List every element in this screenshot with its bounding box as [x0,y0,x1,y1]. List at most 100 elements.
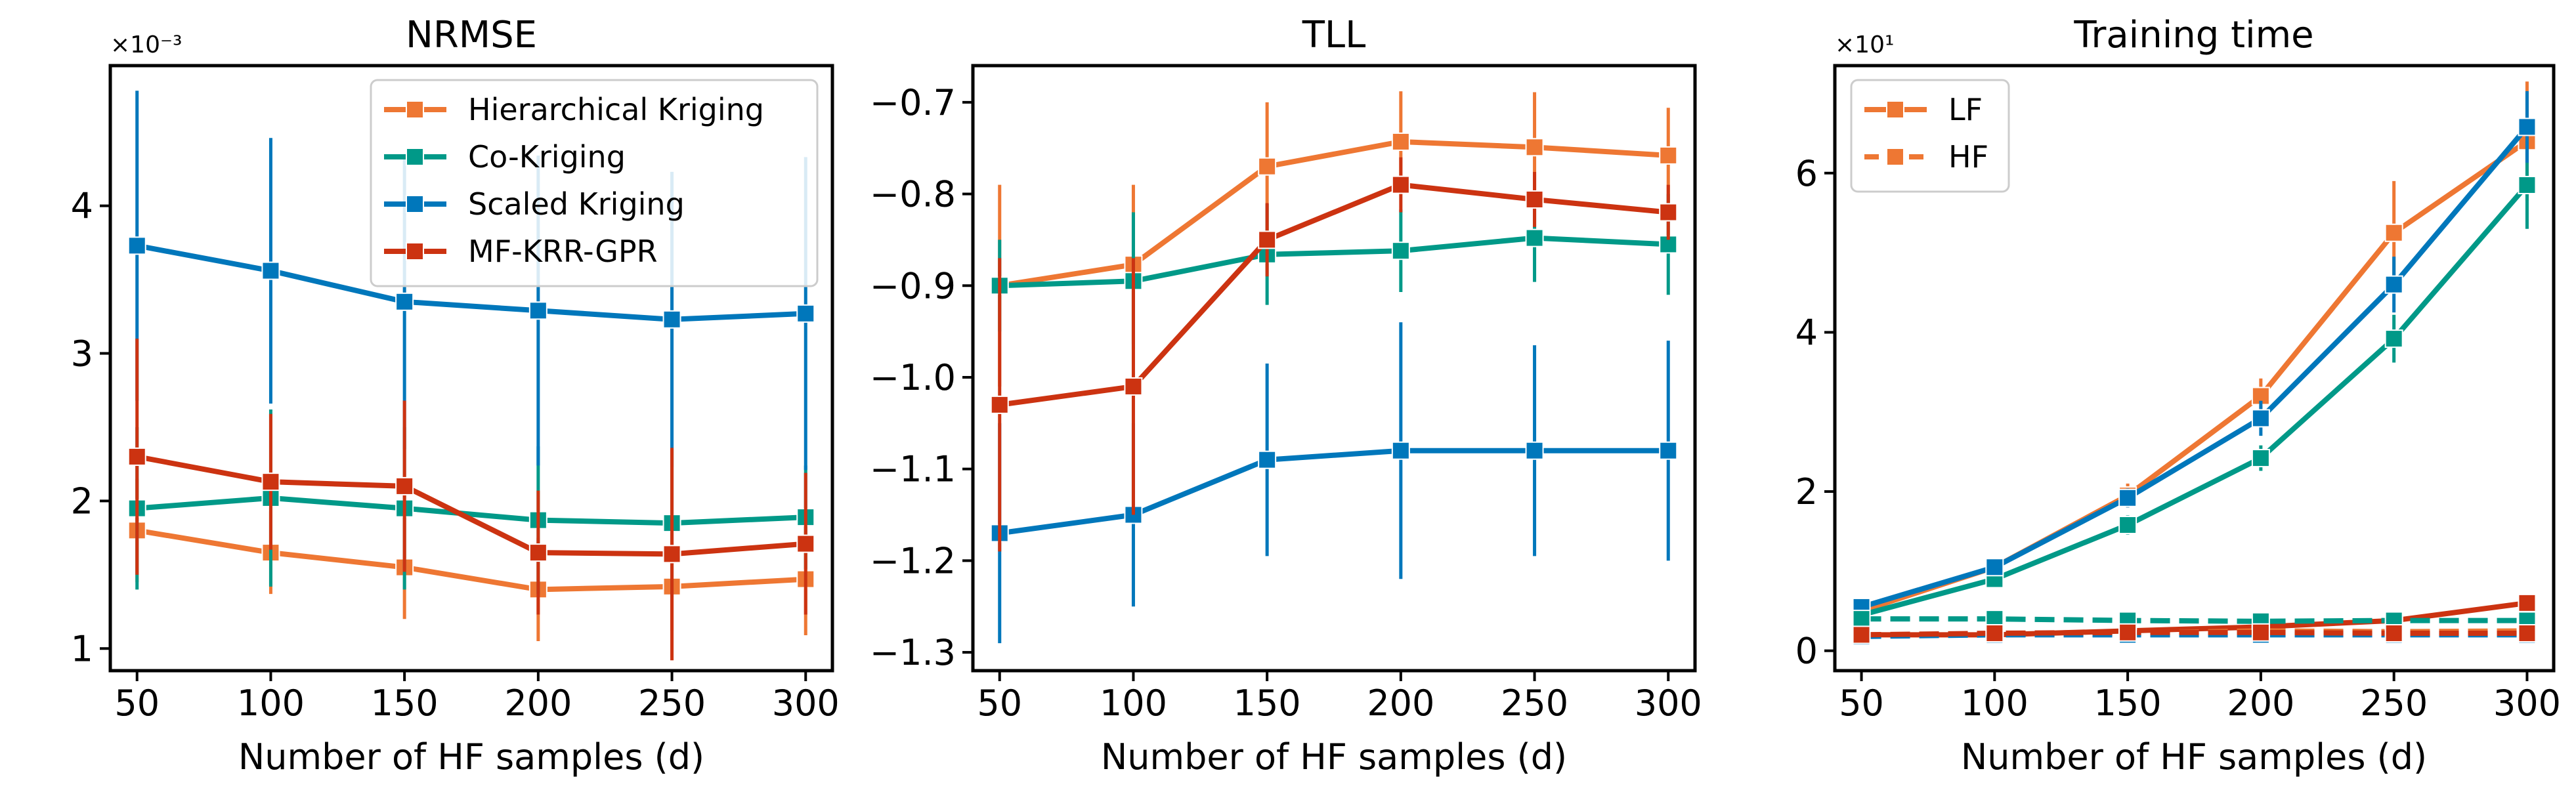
chart-title: TLL [1302,14,1366,56]
x-axis-label: Number of HF samples (d) [1101,736,1567,778]
series-solid-2 [1852,91,2537,616]
x-tick-label: 300 [772,682,840,724]
x-tick-label: 100 [1100,682,1167,724]
legend-label: Co-Kriging [468,139,626,175]
y-tick-label: −0.7 [870,82,956,123]
panel-nrmse: NRMSE ×10⁻³ 50 100 150 200 250 300 1 2 3 4 Number… [71,14,840,778]
y-tick-label: −0.9 [870,265,956,306]
x-tick-label: 50 [1839,682,1884,724]
legend-marker [1886,100,1904,119]
data-point [2518,175,2537,194]
data-point [1258,157,1277,176]
data-point [261,472,280,492]
legend-label: Scaled Kriging [468,186,685,222]
axis-ticks: 50 100 150 200 250 300 0 2 4 6 [1795,153,2561,724]
data-point [261,261,280,280]
y-tick-label: 2 [1795,471,1818,513]
data-point [528,543,547,562]
series-dashed-5 [1852,610,2537,631]
series-line [999,182,1669,408]
data-point [1985,558,2004,577]
x-tick-label: 200 [504,682,572,724]
data-point [990,395,1009,414]
legend-label: Hierarchical Kriging [468,92,764,127]
series-line [137,243,806,322]
y-tick-label: −1.1 [870,449,956,490]
legend: LF HF [1850,79,2010,193]
data-point [1391,241,1410,261]
data-point [395,292,414,311]
x-tick-label: 150 [2094,682,2162,724]
legend-box [1850,79,2010,193]
series-line [1861,616,2527,624]
legend-marker [406,148,424,166]
legend-label: HF [1948,139,1988,175]
data-point [2384,623,2403,642]
legend-item: LF [1864,92,1983,127]
y-tick-label: 3 [71,333,93,375]
y-tick-label: 1 [71,628,93,669]
data-point [1659,146,1678,165]
series-line [1860,183,2529,618]
data-point [1124,377,1143,396]
legend-box [370,79,819,287]
legend-marker [406,100,424,119]
series-line [137,495,806,526]
series-mf-krr-gpr [127,339,815,661]
legend-item: HF [1864,139,1988,175]
panel-training-time: Training time ×10¹ 50 100 150 200 250 300 0 2 4 6… [1795,14,2561,778]
series-scaled-kriging [990,322,1678,644]
data-point [395,476,414,495]
data-point [1258,450,1277,469]
data-point [662,545,681,564]
chart-title: Training time [2073,14,2313,56]
x-axis-label: Number of HF samples (d) [238,736,704,778]
legend-item: MF-KRR-GPR [384,234,658,269]
y-tick-label: −1.0 [870,357,956,398]
data-point [1525,228,1544,247]
series-scaled-kriging [127,91,815,471]
axis-ticks: 50 100 150 200 250 300 1 2 3 4 [71,186,840,724]
legend-marker [406,242,424,261]
x-tick-label: 50 [114,682,160,724]
x-tick-label: 250 [638,682,706,724]
series-solid-1 [1852,141,2537,625]
data-point [2518,117,2537,136]
series-line [1861,629,2527,638]
series-line [999,448,1669,536]
data-point [1659,441,1678,460]
x-tick-label: 200 [1367,682,1434,724]
data-point [1852,610,1871,629]
data-point [796,304,815,323]
y-tick-label: −1.3 [870,632,956,673]
data-point [1525,441,1544,460]
data-point [2251,449,2270,468]
y-tick-label: −1.2 [870,540,956,581]
data-point [127,447,146,466]
y-tick-label: −0.8 [870,174,956,215]
y-tick-label: 6 [1795,153,1818,194]
data-point [2118,488,2137,507]
data-point [1852,625,1871,644]
plot-frame [1833,64,2556,673]
x-tick-label: 250 [2360,682,2428,724]
data-point [2251,409,2270,428]
data-point [528,301,547,320]
data-point [1985,623,2004,642]
data-point [1258,230,1277,249]
x-axis-label: Number of HF samples (d) [1961,736,2427,778]
data-point [2384,223,2403,242]
legend-item: Co-Kriging [384,139,626,175]
axis-ticks: 50 100 150 200 250 300 −0.7 −0.8 −0.9 −1.0 −1.1 −1.… [870,82,1702,724]
x-tick-label: 150 [1234,682,1301,724]
series-line [1860,138,2529,614]
data-point [796,534,815,553]
series-co-kriging [127,409,815,597]
chart-title: NRMSE [406,14,537,56]
x-tick-label: 50 [977,682,1022,724]
legend-marker [1886,148,1904,166]
legend-item: Hierarchical Kriging [384,92,764,127]
y-multiplier-label: ×10⁻³ [110,31,182,58]
x-tick-label: 100 [237,682,305,724]
